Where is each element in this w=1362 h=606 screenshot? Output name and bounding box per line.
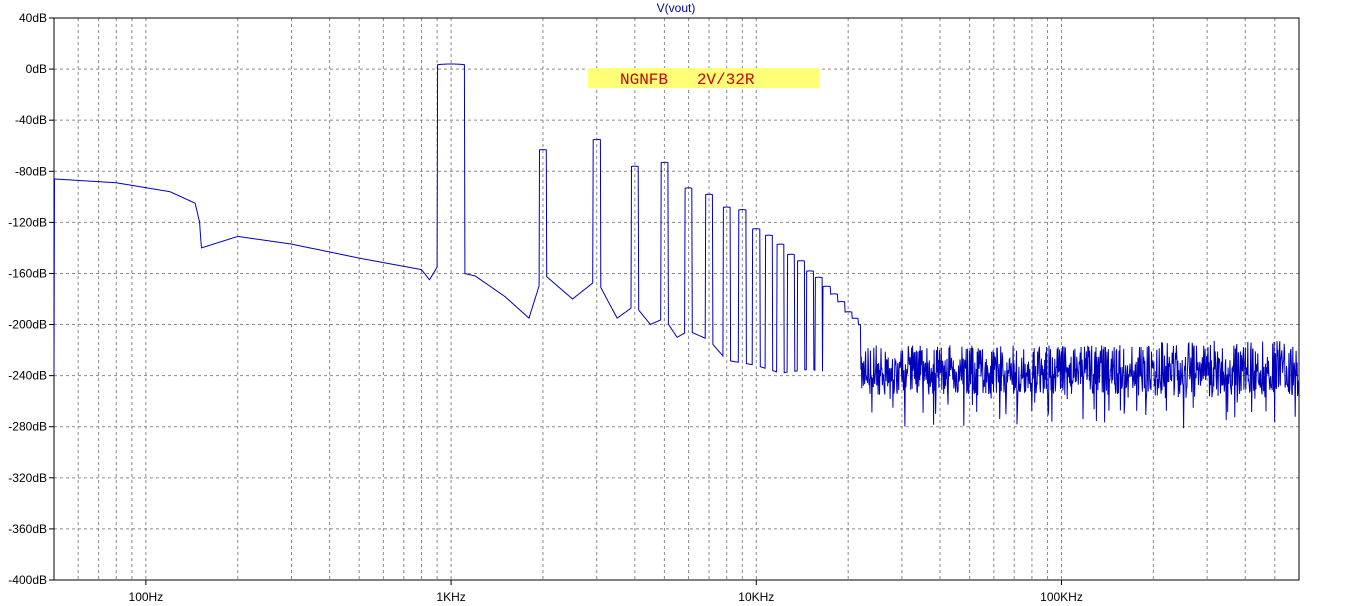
y-tick-label: -360dB — [8, 522, 47, 536]
y-tick-label: -200dB — [8, 318, 47, 332]
x-axis: 100Hz 1KHz 10KHz 100KHz — [129, 580, 1083, 604]
y-tick-label: -120dB — [8, 215, 47, 229]
y-tick-label: -320dB — [8, 471, 47, 485]
annotation-label: NGNFB 2V/32R — [588, 68, 820, 89]
plot-frame — [53, 17, 1300, 581]
x-tick-label: 10KHz — [738, 590, 774, 604]
annotation-background — [588, 68, 820, 88]
annotation-text: NGNFB 2V/32R — [620, 71, 755, 89]
y-tick-label: -40dB — [15, 113, 47, 127]
y-tick-label: 0dB — [26, 62, 47, 76]
y-tick-label: -280dB — [8, 420, 47, 434]
x-tick-label: 1KHz — [436, 590, 465, 604]
y-tick-label: -400dB — [8, 573, 47, 587]
series-line-vout — [53, 63, 1300, 429]
y-tick-label: -160dB — [8, 266, 47, 280]
x-tick-label: 100Hz — [129, 590, 164, 604]
x-tick-label: 100KHz — [1040, 590, 1083, 604]
grid — [54, 18, 1299, 580]
chart-title: V(vout) — [657, 1, 696, 15]
y-axis: 40dB 0dB -40dB -80dB -120dB -160dB -200dB -240d… — [8, 11, 54, 587]
y-tick-label: -80dB — [15, 164, 47, 178]
y-tick-label: 40dB — [19, 11, 47, 25]
y-tick-label: -240dB — [8, 369, 47, 383]
